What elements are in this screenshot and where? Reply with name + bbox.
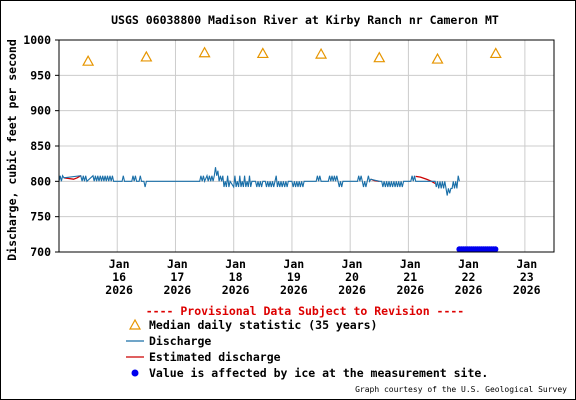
estimated-discharge-segment xyxy=(415,175,436,185)
x-tick-label-month: Jan xyxy=(342,257,363,271)
median-point xyxy=(140,50,153,62)
x-tick-label-day: 16 xyxy=(112,270,126,284)
legend-label: Discharge xyxy=(149,334,211,348)
x-tick-label-day: 20 xyxy=(345,270,359,284)
x-tick-label-year: 2026 xyxy=(396,283,424,297)
discharge-line xyxy=(58,167,460,196)
x-tick-label-month: Jan xyxy=(283,257,304,271)
x-tick-label-month: Jan xyxy=(167,257,188,271)
legend: Median daily statistic (35 years) Dischar… xyxy=(126,318,488,380)
median-point xyxy=(256,47,269,59)
y-tick-label: 950 xyxy=(30,68,51,82)
y-axis-label: Discharge, cubic feet per second xyxy=(5,39,19,261)
median-point xyxy=(198,46,211,58)
x-tick-label-day: 22 xyxy=(462,270,476,284)
chart-title: USGS 06038800 Madison River at Kirby Ran… xyxy=(111,13,499,27)
x-tick-label-month: Jan xyxy=(225,257,246,271)
median-point xyxy=(82,54,95,66)
legend-label: Estimated discharge xyxy=(149,350,281,364)
y-tick-label: 750 xyxy=(30,210,51,224)
median-point xyxy=(373,51,386,63)
x-tick-label-year: 2026 xyxy=(222,283,250,297)
x-tick-label-year: 2026 xyxy=(105,283,133,297)
x-tick-label-day: 18 xyxy=(229,270,243,284)
median-point xyxy=(489,47,502,59)
x-tick-label-month: Jan xyxy=(516,257,537,271)
x-tick-label-year: 2026 xyxy=(455,283,483,297)
discharge-series xyxy=(58,167,460,196)
plot-border xyxy=(58,39,555,253)
y-tick-label: 850 xyxy=(30,139,51,153)
x-tick-label-day: 17 xyxy=(170,270,184,284)
grid-lines xyxy=(59,39,554,253)
y-tick-label: 1000 xyxy=(23,33,51,47)
x-tick-label-year: 2026 xyxy=(513,283,541,297)
y-tick-label: 700 xyxy=(30,245,51,259)
x-tick-label-year: 2026 xyxy=(338,283,366,297)
y-tick-labels: 700 750 800 850 900 950 1000 xyxy=(23,33,59,259)
y-tick-label: 800 xyxy=(30,174,51,188)
estimated-discharge-segment xyxy=(63,175,82,180)
median-series xyxy=(82,46,502,66)
x-tick-labels: Jan162026Jan172026Jan182026Jan192026Jan2… xyxy=(105,257,540,297)
ice-affected-point xyxy=(492,246,499,253)
x-tick-label-day: 23 xyxy=(520,270,534,284)
provisional-notice: ---- Provisional Data Subject to Revisio… xyxy=(146,304,465,318)
median-point xyxy=(431,52,444,64)
x-tick-label-month: Jan xyxy=(400,257,421,271)
legend-dot-icon xyxy=(131,369,139,377)
credit-text: Graph courtesy of the U.S. Geological Su… xyxy=(355,385,567,394)
x-tick-label-day: 21 xyxy=(403,270,417,284)
median-point xyxy=(315,47,328,59)
legend-label: Value is affected by ice at the measurem… xyxy=(149,366,488,380)
legend-label: Median daily statistic (35 years) xyxy=(149,318,377,332)
x-tick-label-day: 19 xyxy=(287,270,301,284)
x-tick-label-month: Jan xyxy=(109,257,130,271)
x-tick-label-month: Jan xyxy=(458,257,479,271)
ice-affected-series xyxy=(456,246,499,253)
x-tick-label-year: 2026 xyxy=(164,283,192,297)
x-tick-label-year: 2026 xyxy=(280,283,308,297)
legend-triangle-icon xyxy=(128,318,142,330)
y-tick-label: 900 xyxy=(30,104,51,118)
